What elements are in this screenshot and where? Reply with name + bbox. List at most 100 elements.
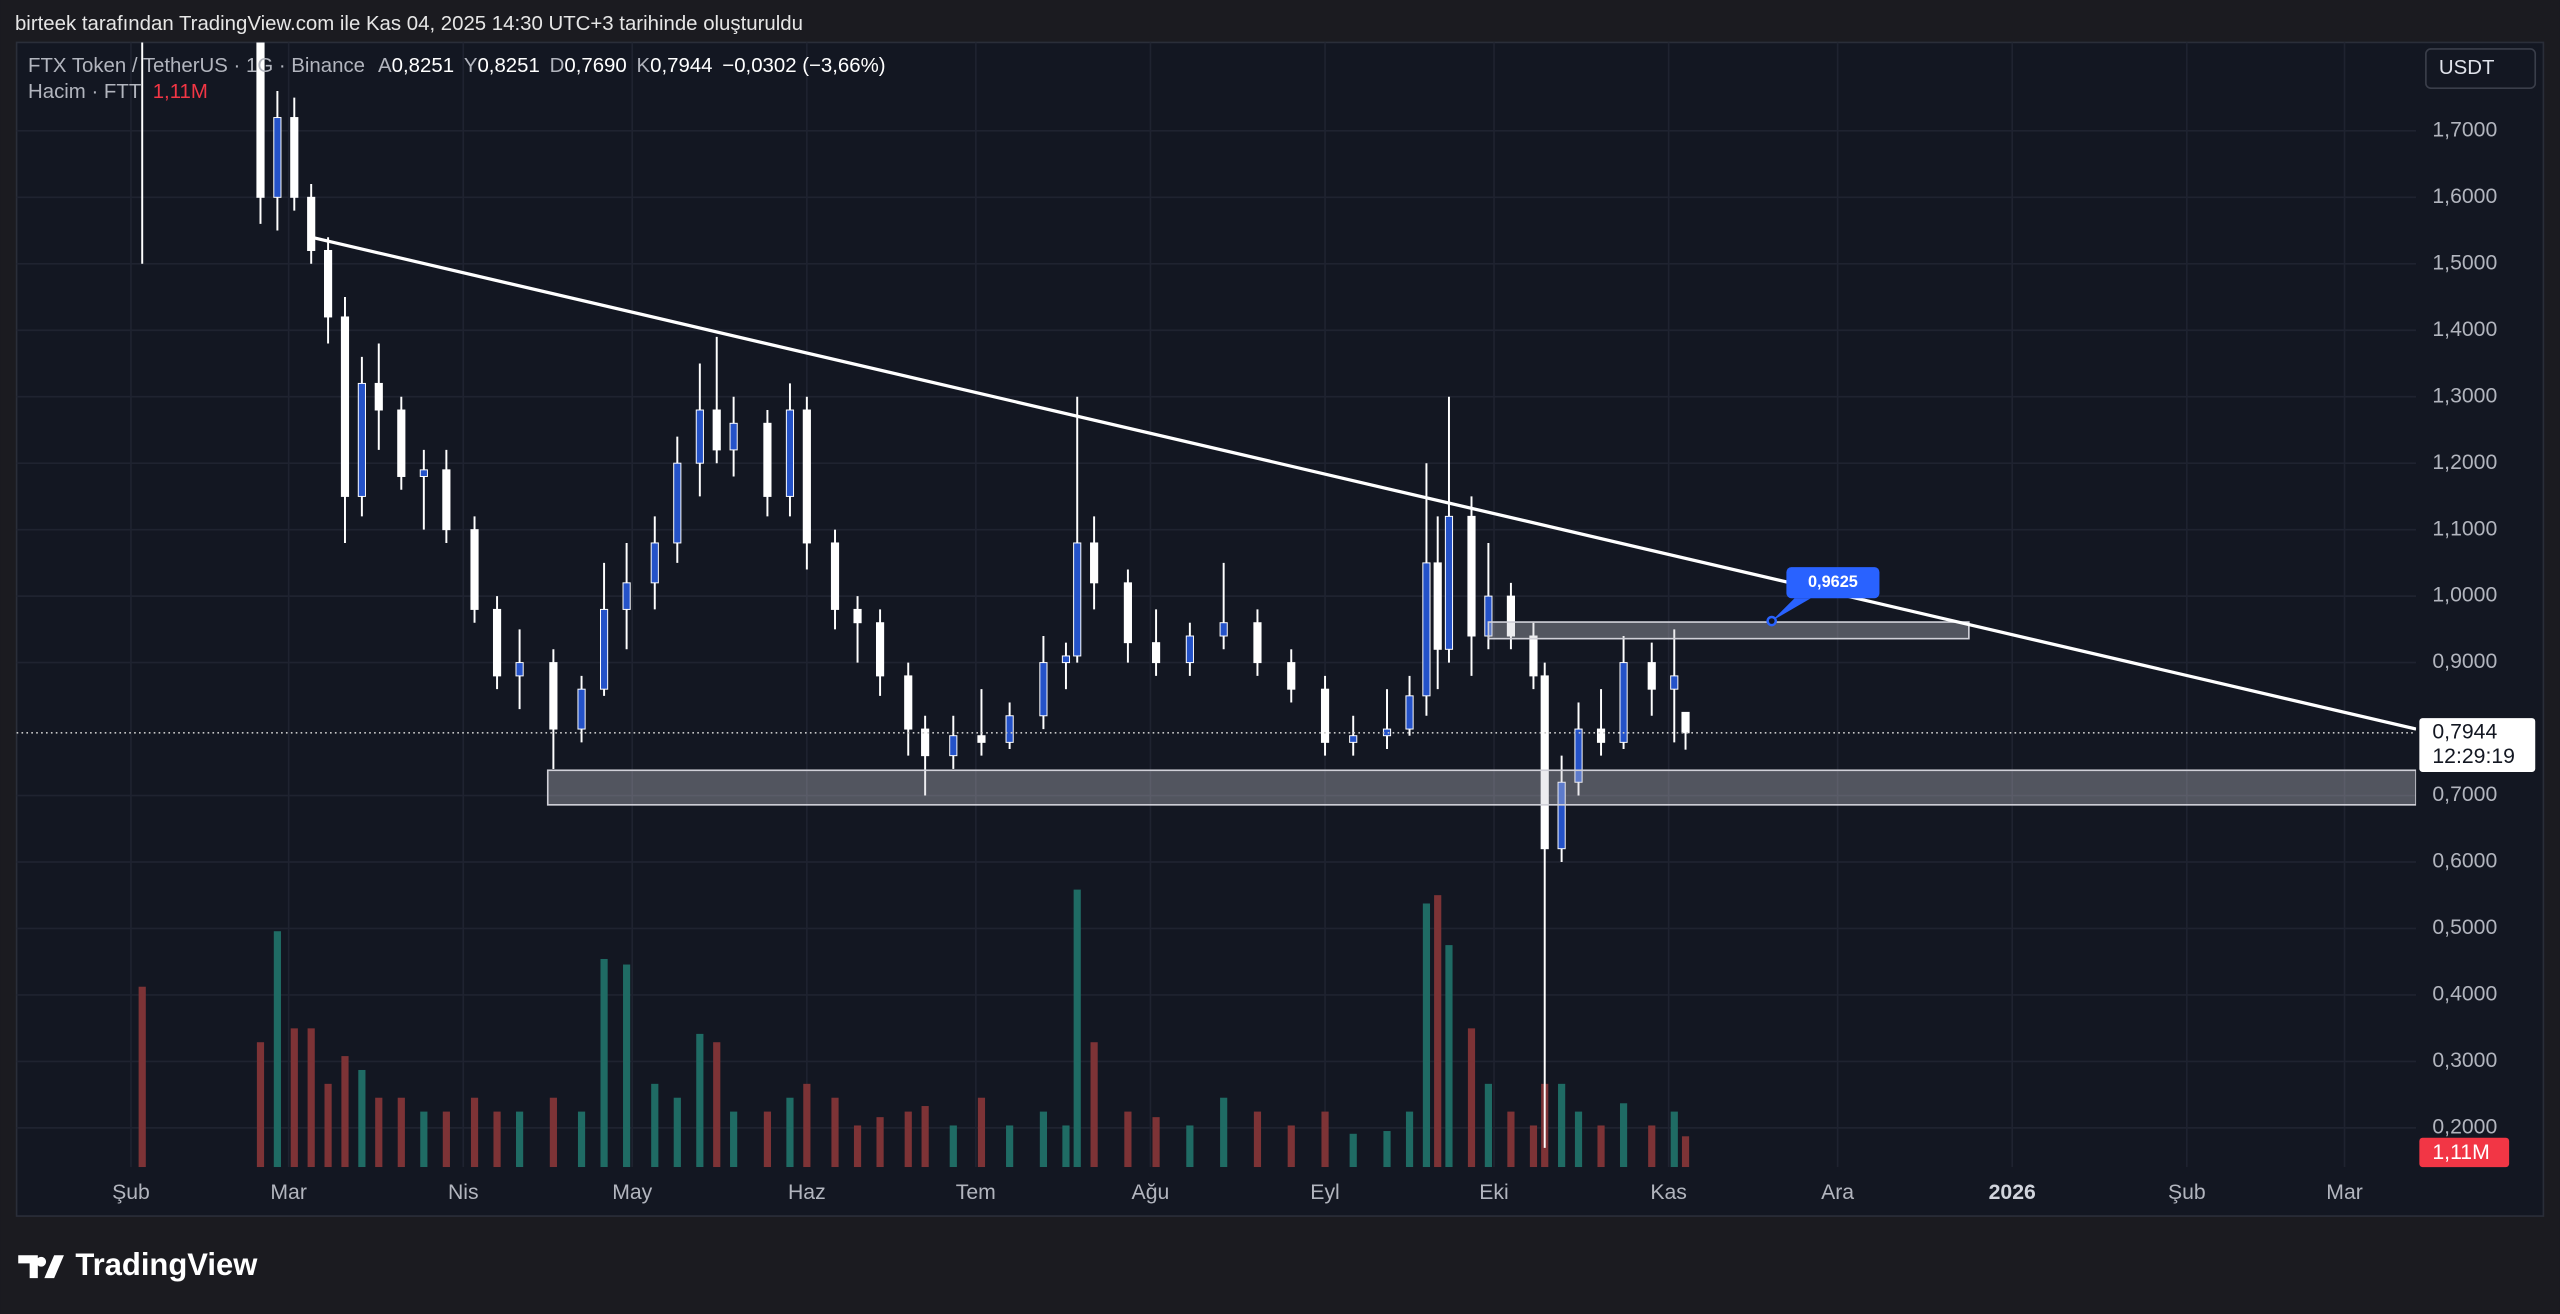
volume-bar xyxy=(713,1042,721,1168)
volume-bar xyxy=(397,1097,405,1168)
candle-body xyxy=(1090,542,1099,584)
candle-body xyxy=(1422,562,1431,697)
volume-bar xyxy=(420,1111,428,1168)
candle-body xyxy=(273,117,282,198)
volume-bar xyxy=(730,1111,738,1168)
y-tick-label: 1,3000 xyxy=(2432,384,2497,407)
volume-bar xyxy=(1434,895,1442,1168)
candle-body xyxy=(307,196,316,251)
candle-body xyxy=(949,735,958,757)
candle-body xyxy=(875,622,885,677)
volume-bar xyxy=(1574,1111,1583,1168)
candle-body xyxy=(324,249,333,318)
volume-bar xyxy=(600,958,608,1168)
candle-body xyxy=(1557,781,1566,850)
x-tick-label: Şub xyxy=(2168,1181,2206,1204)
volume-bar xyxy=(1152,1117,1160,1168)
volume-bar xyxy=(1681,1136,1690,1168)
currency-label: USDT xyxy=(2439,57,2495,79)
ohlc-key: A xyxy=(378,55,392,77)
candle-body xyxy=(712,409,721,451)
x-tick-label: Mar xyxy=(2326,1181,2363,1204)
candle-body xyxy=(622,582,631,610)
candle-body xyxy=(763,422,772,497)
volume-bar xyxy=(1287,1125,1295,1168)
candle-body xyxy=(492,608,502,677)
volume-bar xyxy=(1529,1125,1538,1168)
symbol: FTX Token / TetherUS · 1G · Binance xyxy=(28,55,365,77)
x-tick-label: Tem xyxy=(956,1181,996,1204)
candle-body xyxy=(1349,735,1358,743)
plot xyxy=(16,42,2417,1168)
ohlc-value: 0,8251 xyxy=(392,55,454,77)
candle-body xyxy=(650,542,659,584)
candle-body xyxy=(977,735,986,743)
candle-body xyxy=(419,469,428,477)
candle-body xyxy=(1123,582,1132,644)
volume-bar xyxy=(1484,1083,1492,1168)
volume-bar xyxy=(1619,1103,1628,1168)
y-tick-label: 1,7000 xyxy=(2432,118,2497,141)
volume-bar xyxy=(549,1097,557,1168)
volume-bar xyxy=(786,1097,794,1168)
ohlc-key: Y xyxy=(464,55,478,77)
x-tick-label: Mar xyxy=(270,1181,307,1204)
volume-bar xyxy=(1383,1131,1391,1168)
volume-bar xyxy=(358,1069,366,1168)
candle-body xyxy=(357,382,366,497)
candle-body xyxy=(673,462,682,544)
y-tick-label: 1,6000 xyxy=(2432,185,2497,208)
y-tick-label: 1,2000 xyxy=(2432,451,2497,474)
zone xyxy=(546,769,2417,806)
x-tick-label: Ara xyxy=(1821,1181,1854,1204)
candle-body xyxy=(921,728,930,757)
volume-bar xyxy=(256,1042,265,1168)
volume-bar xyxy=(696,1033,704,1168)
candle-body xyxy=(1433,562,1442,650)
volume-bar xyxy=(651,1083,659,1168)
candle-body xyxy=(785,409,795,497)
volume-bar xyxy=(515,1111,524,1168)
volume-bar xyxy=(1670,1111,1678,1168)
x-tick-label: Şub xyxy=(112,1181,150,1204)
candle-body xyxy=(904,675,913,730)
y-tick-label: 0,5000 xyxy=(2432,916,2497,939)
volume-legend: Hacim · FTT 1,11M xyxy=(28,81,208,103)
volume-bar xyxy=(1186,1125,1194,1168)
attribution: birteek tarafından TradingView.com ile K… xyxy=(15,13,803,35)
candle-body xyxy=(442,469,451,531)
candle-body xyxy=(515,662,524,677)
candle-body xyxy=(729,422,738,451)
candle-body xyxy=(1574,728,1583,783)
volume-bar xyxy=(1648,1125,1656,1168)
volume-bar xyxy=(138,986,146,1168)
volume-bar xyxy=(1090,1042,1098,1168)
countdown: 12:29:19 xyxy=(2432,745,2515,768)
logo-text: TradingView xyxy=(75,1247,258,1282)
x-tick-label: 2026 xyxy=(1989,1181,2036,1204)
volume-bar xyxy=(341,1056,349,1168)
candle-body xyxy=(340,316,350,497)
volume-name: Hacim · FTT xyxy=(28,81,141,103)
volume-bar xyxy=(1321,1111,1329,1168)
volume-bar xyxy=(493,1111,501,1168)
candle-body xyxy=(1596,728,1606,743)
candle-body xyxy=(397,409,406,477)
volume-bar xyxy=(324,1083,332,1168)
ohlc-value: 0,8251 xyxy=(477,55,539,77)
candle-body xyxy=(1681,711,1690,734)
volume-bar xyxy=(623,964,631,1168)
volume-bar xyxy=(673,1097,681,1168)
candle-body xyxy=(1151,642,1161,664)
y-tick-label: 1,1000 xyxy=(2432,517,2497,540)
volume-bar xyxy=(273,931,281,1168)
chart-area xyxy=(15,41,2545,1217)
candle-body xyxy=(1670,675,1679,690)
volume-bar xyxy=(763,1111,772,1168)
volume-bar xyxy=(375,1097,383,1168)
callout-anchor xyxy=(1766,615,1778,627)
candle-body xyxy=(1647,662,1656,690)
last-volume-label: 1,11M xyxy=(2432,1141,2489,1164)
currency-button[interactable] xyxy=(2425,48,2537,89)
